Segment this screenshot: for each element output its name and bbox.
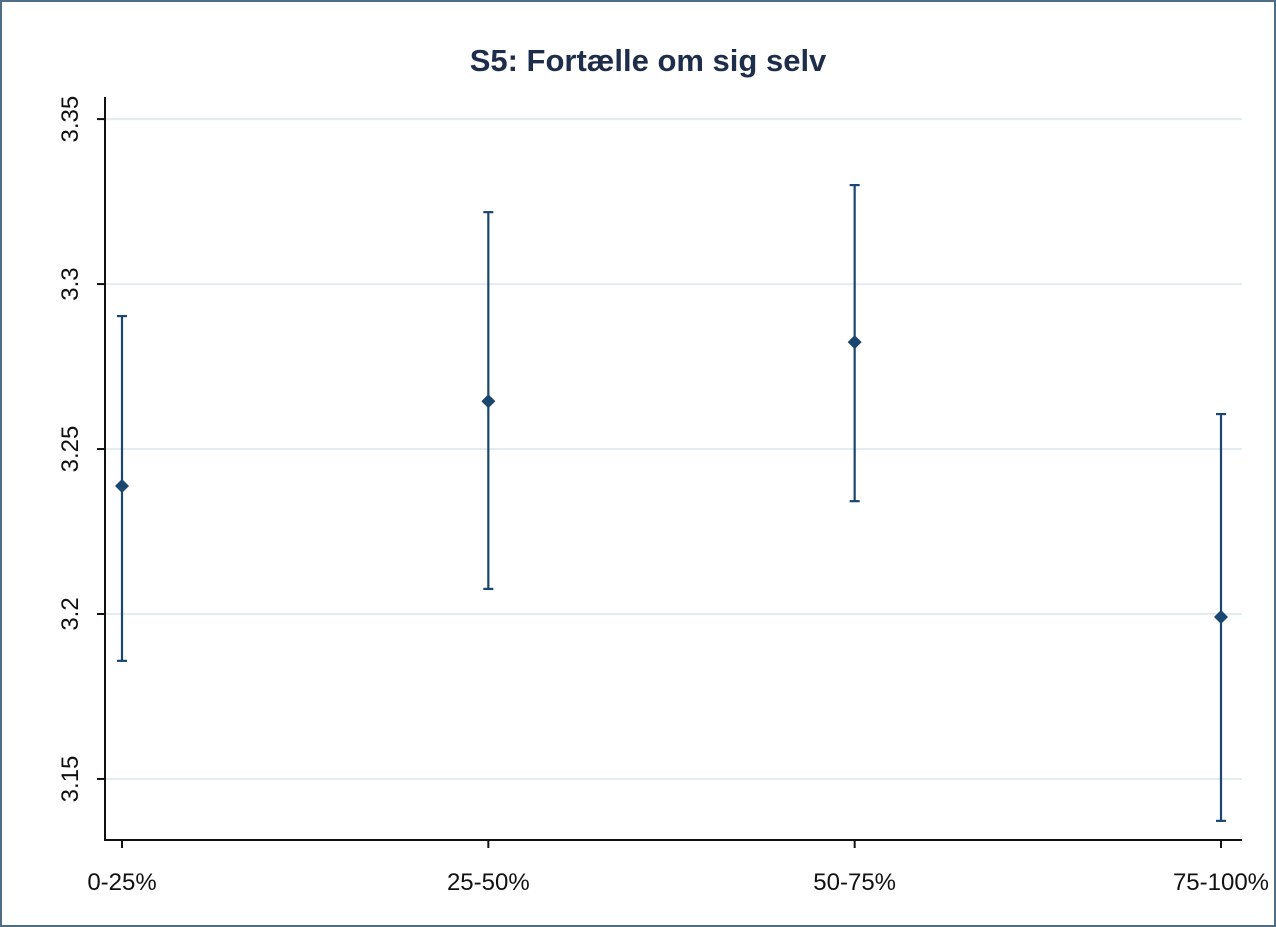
point bbox=[1214, 609, 1228, 624]
point bbox=[847, 335, 862, 350]
x-tick-label: 0-25% bbox=[87, 869, 156, 896]
y-tick-label: 3.25 bbox=[57, 426, 84, 473]
y-tick-label: 3.35 bbox=[57, 96, 84, 143]
y-tick-label: 3.2 bbox=[57, 597, 84, 630]
x-tick-label: 75-100% bbox=[1173, 869, 1269, 896]
chart-title: S5: Fortælle om sig selv bbox=[470, 43, 827, 78]
x-tick-label: 25-50% bbox=[447, 869, 530, 896]
point bbox=[481, 394, 496, 409]
x-tick-label: 50-75% bbox=[813, 869, 896, 896]
y-tick-label: 3.3 bbox=[57, 267, 84, 300]
point bbox=[115, 478, 129, 493]
y-tick-label: 3.15 bbox=[57, 756, 84, 803]
